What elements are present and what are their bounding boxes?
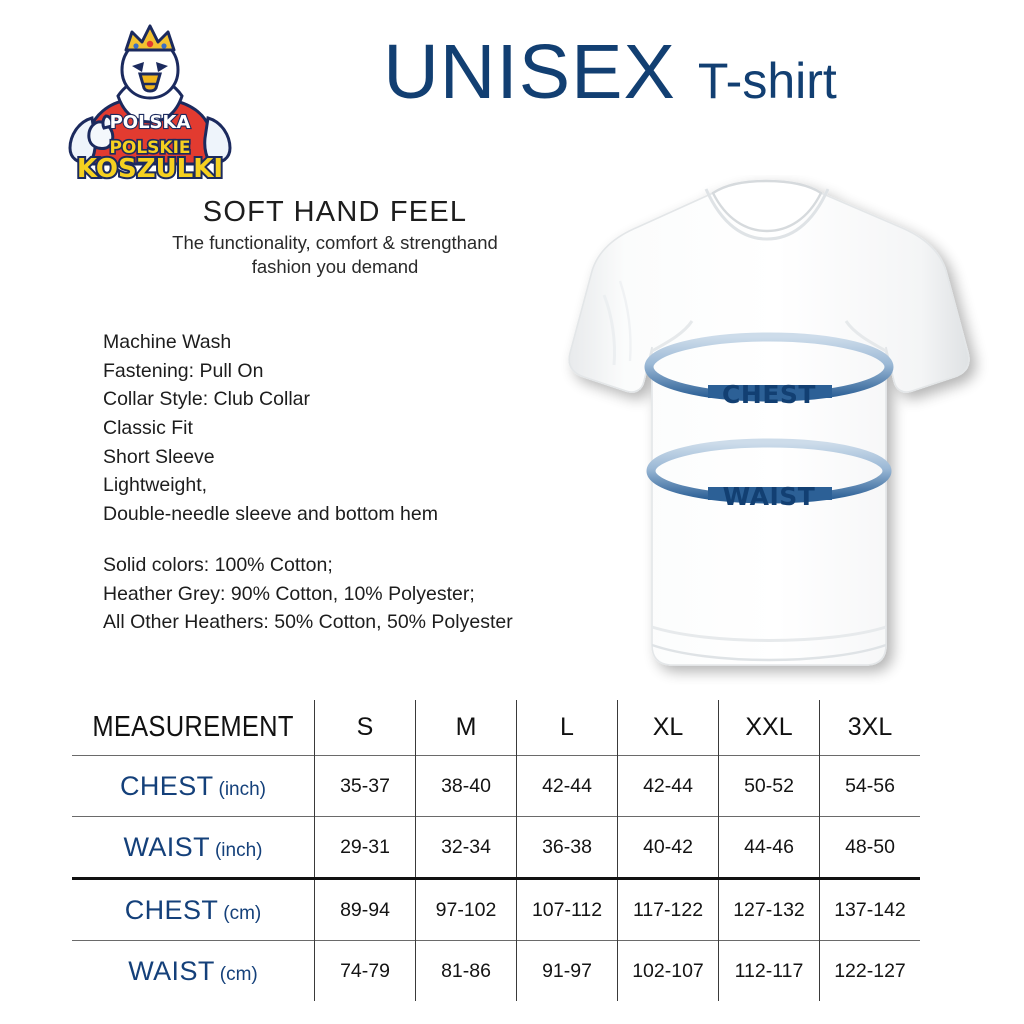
page-title: UNISEX T-shirt: [330, 34, 890, 126]
cell-waist-inch-l: 36-38: [516, 816, 618, 879]
material-item: Heather Grey: 90% Cotton, 10% Polyester;: [103, 582, 475, 605]
logo-line2: KOSZULKI: [77, 154, 223, 182]
column-header-xxl: XXL: [718, 700, 820, 756]
page-title-main: UNISEX: [383, 29, 676, 115]
cell-chest-inch-xl: 42-44: [617, 755, 719, 817]
soft-hand-feel-subtitle: The functionality, comfort & strengthand…: [100, 231, 570, 280]
feature-item: Lightweight,: [103, 474, 208, 497]
tshirt-body: [568, 179, 970, 666]
logo-shirt-text: POLSKA: [110, 112, 191, 133]
cell-waist-inch-xxl: 44-46: [718, 816, 820, 879]
subtitle-line-2: fashion you demand: [251, 256, 419, 278]
cell-waist-inch-m: 32-34: [415, 816, 517, 879]
row-label-chest-inch: CHEST (inch): [72, 755, 315, 817]
table-row: CHEST (inch) 35-37 38-40 42-44 42-44 50-5…: [72, 755, 920, 817]
row-label-unit: (cm): [223, 902, 262, 924]
row-label-unit: (cm): [219, 963, 258, 985]
cell-chest-inch-xxl: 50-52: [718, 755, 820, 817]
row-label-text: CHEST: [124, 894, 219, 925]
column-header-xl: XL: [617, 700, 719, 756]
size-chart-table: MEASUREMENT S M L XL XXL 3XL CHEST (inch)…: [72, 700, 920, 1001]
table-row: WAIST (cm) 74-79 81-86 91-97 102-107 112-…: [72, 940, 920, 1001]
row-label-waist-inch: WAIST (inch): [72, 816, 315, 879]
column-header-measurement: MEASUREMENT: [92, 711, 294, 743]
row-label-text: WAIST: [123, 831, 210, 862]
chest-measure-ring: CHEST: [644, 332, 894, 409]
brand-logo: POLSKA POLSKIE KOSZULKI: [62, 22, 238, 182]
chest-ring-label: CHEST: [722, 380, 816, 409]
cell-waist-cm-l: 91-97: [516, 940, 618, 1001]
table-row: CHEST (cm) 89-94 97-102 107-112 117-122 1…: [72, 877, 920, 941]
waist-ring-label: WAIST: [723, 482, 816, 511]
column-header-m: M: [415, 700, 517, 756]
feature-item: Double-needle sleeve and bottom hem: [103, 502, 438, 525]
logo-line1: POLSKIE: [109, 138, 190, 158]
column-header-3xl: 3XL: [819, 700, 920, 756]
cell-chest-inch-3xl: 54-56: [819, 755, 920, 817]
cell-waist-inch-s: 29-31: [314, 816, 416, 879]
feature-item: Machine Wash: [103, 331, 232, 353]
cell-chest-cm-xl: 117-122: [617, 877, 719, 941]
feature-item: Classic Fit: [103, 416, 193, 439]
tshirt-illustration: CHEST WAIST: [520, 175, 1020, 685]
cell-chest-inch-s: 35-37: [314, 755, 416, 817]
cell-waist-inch-3xl: 48-50: [819, 816, 920, 879]
cell-waist-cm-3xl: 122-127: [819, 940, 920, 1001]
row-label-text: WAIST: [128, 955, 215, 986]
feature-item: Collar Style: Club Collar: [103, 388, 310, 411]
cell-chest-cm-m: 97-102: [415, 877, 517, 941]
cell-chest-cm-3xl: 137-142: [819, 877, 920, 941]
feature-item: Fastening: Pull On: [103, 359, 264, 382]
features-list: Machine Wash Fastening: Pull On Collar S…: [103, 328, 438, 529]
cell-waist-cm-xl: 102-107: [617, 940, 719, 1001]
material-item: All Other Heathers: 50% Cotton, 50% Poly…: [103, 611, 513, 634]
table-header-row: MEASUREMENT S M L XL XXL 3XL: [72, 700, 920, 756]
material-item: Solid colors: 100% Cotton;: [103, 554, 333, 576]
row-label-text: CHEST: [119, 770, 214, 801]
cell-chest-cm-l: 107-112: [516, 877, 618, 941]
column-header-s: S: [314, 700, 416, 756]
cell-waist-cm-s: 74-79: [314, 940, 416, 1001]
cell-waist-cm-m: 81-86: [415, 940, 517, 1001]
row-label-unit: (inch): [218, 778, 267, 800]
cell-chest-cm-s: 89-94: [314, 877, 416, 941]
cell-chest-cm-xxl: 127-132: [718, 877, 820, 941]
cell-chest-inch-l: 42-44: [516, 755, 618, 817]
row-label-chest-cm: CHEST (cm): [72, 877, 315, 941]
table-row: WAIST (inch) 29-31 32-34 36-38 40-42 44-4…: [72, 816, 920, 879]
waist-measure-ring: WAIST: [646, 438, 892, 511]
cell-chest-inch-m: 38-40: [415, 755, 517, 817]
row-label-unit: (inch): [214, 839, 263, 861]
cell-waist-cm-xxl: 112-117: [718, 940, 820, 1001]
cell-waist-inch-xl: 40-42: [617, 816, 719, 879]
materials-list: Solid colors: 100% Cotton; Heather Grey:…: [103, 551, 513, 637]
soft-hand-feel-heading: SOFT HAND FEEL: [202, 196, 468, 228]
row-label-waist-cm: WAIST (cm): [72, 940, 315, 1001]
page-title-sub: T-shirt: [697, 53, 837, 109]
subtitle-line-1: The functionality, comfort & strengthand: [172, 232, 498, 253]
column-header-l: L: [516, 700, 618, 756]
feature-item: Short Sleeve: [103, 445, 215, 468]
